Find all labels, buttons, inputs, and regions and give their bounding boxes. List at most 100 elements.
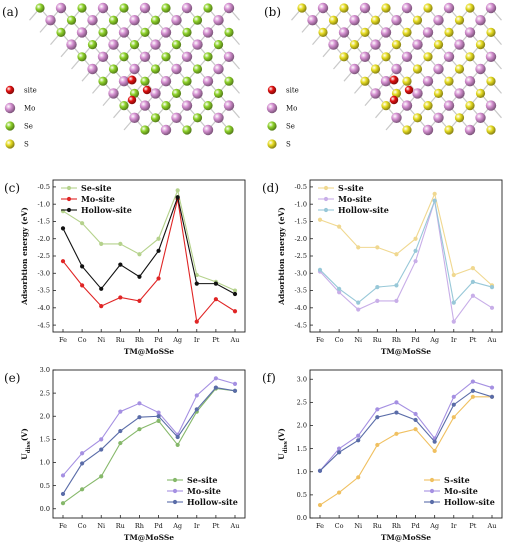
data-point <box>80 451 85 456</box>
data-point <box>60 491 66 497</box>
se-atom <box>140 27 150 37</box>
chalcogen-atoms <box>297 3 496 135</box>
mo-atom <box>433 63 444 75</box>
y-tick-label: -4.5 <box>37 321 50 329</box>
mo-atom <box>97 2 109 14</box>
data-point <box>232 309 238 314</box>
s-atom <box>370 64 381 74</box>
x-axis-label: TM@MoSSe <box>124 347 174 356</box>
data-point <box>489 394 495 399</box>
y-tick-label: 0.0 <box>297 514 307 522</box>
mo-atom <box>118 76 130 87</box>
legend-marker <box>66 185 72 191</box>
se-atom <box>192 64 203 74</box>
site-marker <box>404 85 414 95</box>
x-tick-label: Pt <box>212 336 219 344</box>
s-atom <box>412 15 423 25</box>
data-point <box>317 502 323 508</box>
s-atom <box>402 76 412 86</box>
se-atom <box>161 3 171 13</box>
series-line <box>319 380 493 472</box>
data-point <box>194 407 199 412</box>
legend-marker <box>323 207 329 213</box>
data-point <box>118 409 123 414</box>
legend-label: Hollow-site <box>187 497 238 507</box>
y-tick-label: 3.0 <box>40 366 50 374</box>
s-atom <box>454 15 465 25</box>
x-tick-label: Ni <box>97 336 105 344</box>
data-point <box>175 195 180 200</box>
legend-label: Se <box>24 123 33 131</box>
x-tick-label: Ru <box>116 522 125 530</box>
x-tick-label: Ir <box>194 336 201 344</box>
chart-panel-d: (d) -0.5 -1.0 -1.5 -2.0 -2.5 -3.0 -3.5 -4.0 -4.5 F… <box>262 179 503 356</box>
data-point <box>413 427 418 432</box>
se-atom <box>224 76 234 86</box>
mo-atom <box>433 15 444 26</box>
s-atom <box>318 27 328 37</box>
data-point <box>213 376 218 381</box>
mo-atom <box>485 100 497 111</box>
mo-atom <box>129 63 140 75</box>
site-marker <box>142 85 152 95</box>
s-atom <box>412 113 423 123</box>
y-tick-label: -4.5 <box>294 321 307 329</box>
mo-atom <box>454 39 465 50</box>
data-point <box>394 431 399 436</box>
se-atom <box>203 101 213 111</box>
mo-atom <box>422 76 434 87</box>
x-tick-label: Pt <box>212 522 219 530</box>
data-point <box>99 241 104 247</box>
data-point <box>156 236 161 241</box>
mo-atom <box>139 51 151 62</box>
x-axis-label: TM@MoSSe <box>124 533 174 542</box>
mo-atom <box>223 100 235 111</box>
mo-atom <box>349 63 360 75</box>
panel-letter: (f) <box>262 371 276 385</box>
mo-atom <box>118 27 130 38</box>
y-tick-label: -3.5 <box>37 287 50 295</box>
y-tick-label: -1.0 <box>37 200 50 208</box>
mo-atom <box>370 88 381 99</box>
se-atom <box>182 125 192 135</box>
se-atom <box>98 76 108 86</box>
mo-atom <box>443 51 455 62</box>
se-atom <box>66 15 77 25</box>
site-marker <box>389 75 399 85</box>
se-atom <box>98 27 108 37</box>
data-point <box>317 468 323 473</box>
mo-atom <box>45 15 56 26</box>
data-point <box>337 224 342 229</box>
se-atom <box>150 15 161 25</box>
s-atom <box>297 3 307 13</box>
s-atom <box>465 3 475 13</box>
legend-label: Mo-site <box>81 194 115 204</box>
se-atom <box>150 113 161 123</box>
se-atom <box>87 40 98 50</box>
x-tick-label: Au <box>230 336 240 344</box>
series-line <box>62 377 236 476</box>
data-point <box>356 438 361 443</box>
legend-label: Se <box>286 123 295 131</box>
mo-atom <box>464 124 476 136</box>
legend-swatch <box>4 102 16 114</box>
legend-swatch <box>267 85 277 95</box>
mo-atom <box>150 88 161 99</box>
chart-panel-c: (c) -0.5 -1.0 -1.5 -2.0 -2.5 -3.0 -3.5 -4.0 -4.5 F… <box>4 179 246 356</box>
mo-atom <box>87 63 98 75</box>
data-point <box>432 439 437 444</box>
mo-atom <box>475 15 486 26</box>
data-point <box>156 248 161 253</box>
mo-atom <box>391 15 402 26</box>
legend-label: Se-site <box>187 475 218 485</box>
mo-atom <box>359 2 371 14</box>
data-point <box>470 394 475 399</box>
data-point <box>118 262 123 267</box>
y-tick-label: 0.0 <box>40 505 50 513</box>
series-line <box>62 195 236 295</box>
s-atom <box>486 125 496 135</box>
data-point <box>213 385 218 390</box>
mo-atom <box>380 76 392 87</box>
legend-label: Hollow-site <box>81 205 132 215</box>
s-atom <box>381 101 391 111</box>
